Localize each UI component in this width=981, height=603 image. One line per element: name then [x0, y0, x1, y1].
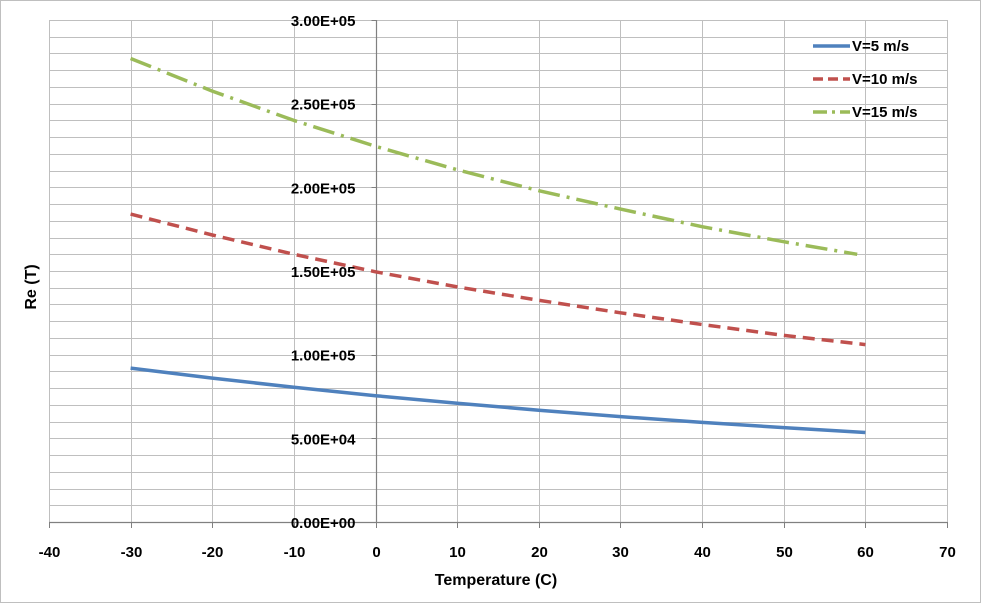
x-tick-label: -40 [39, 544, 61, 561]
grid-layer [49, 20, 948, 523]
x-tick-label: 60 [857, 544, 874, 561]
series-layer [129, 56, 866, 435]
axis-layer [49, 20, 948, 528]
x-tick-label: 20 [531, 544, 548, 561]
legend-label: V=5 m/s [852, 38, 909, 55]
x-tick-label: -30 [121, 544, 143, 561]
y-axis-title: Re (T) [23, 264, 40, 309]
x-axis-title: Temperature (C) [435, 572, 557, 589]
label-layer: Temperature (C) Re (T) -40 -30 -20 -10 0 10 20… [23, 13, 956, 589]
x-tick-label: 10 [449, 544, 466, 561]
x-tick-label: 40 [694, 544, 711, 561]
y-tick-label: 5.00E+04 [291, 431, 356, 448]
y-tick-label: 2.00E+05 [291, 180, 356, 197]
legend: V=5 m/s V=10 m/s V=15 m/s [813, 38, 917, 121]
series-line [130, 212, 866, 347]
x-tick-label: 0 [372, 544, 380, 561]
x-tick-label: 30 [612, 544, 629, 561]
x-tick-label: 50 [776, 544, 793, 561]
y-tick-label: 3.00E+05 [291, 13, 356, 30]
x-tick-label: -20 [202, 544, 224, 561]
legend-label: V=15 m/s [852, 104, 917, 121]
x-tick-label: -10 [284, 544, 306, 561]
y-tick-label: 1.00E+05 [291, 348, 356, 365]
y-tick-label: 0.00E+00 [291, 515, 356, 532]
series-line [130, 366, 866, 435]
series-line [129, 56, 858, 257]
y-tick-label: 2.50E+05 [291, 97, 356, 114]
x-tick-label: 70 [939, 544, 956, 561]
legend-label: V=10 m/s [852, 71, 917, 88]
y-tick-label: 1.50E+05 [291, 264, 356, 281]
